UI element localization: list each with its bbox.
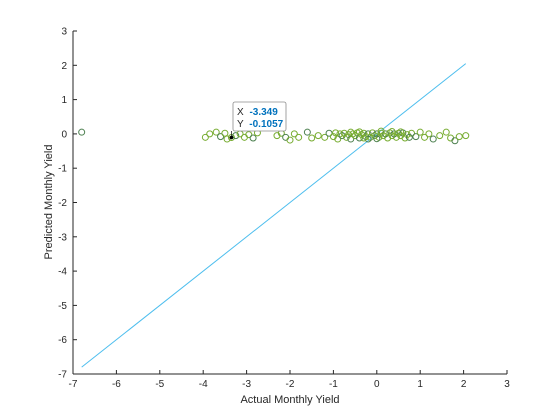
- x-tick-label: -5: [155, 379, 164, 390]
- x-tick-label: -6: [112, 379, 121, 390]
- reference-line-layer: [81, 63, 467, 368]
- x-tick-label: 2: [461, 379, 467, 390]
- datatip-box: [232, 101, 287, 132]
- scatter-point[interactable]: [336, 130, 344, 138]
- reference-line: [81, 63, 467, 368]
- x-axis-title: Actual Monthly Yield: [240, 394, 339, 406]
- x-tick-label: 0: [374, 379, 380, 390]
- datatip[interactable]: X -3.349 Y -0.1057: [229, 101, 287, 140]
- scatter-point[interactable]: [366, 133, 374, 141]
- scatter-point[interactable]: [321, 133, 329, 141]
- scatter-point[interactable]: [221, 129, 229, 137]
- scatter-point[interactable]: [360, 129, 368, 137]
- scatter-point[interactable]: [223, 135, 231, 143]
- scatter-point[interactable]: [392, 133, 400, 141]
- scatter-point[interactable]: [345, 131, 353, 139]
- scatter-point[interactable]: [340, 129, 348, 137]
- scatter-point[interactable]: [325, 129, 333, 137]
- scatter-point[interactable]: [397, 128, 405, 136]
- scatter-point[interactable]: [412, 133, 420, 141]
- scatter-point[interactable]: [451, 137, 459, 145]
- scatter-point[interactable]: [308, 134, 316, 142]
- scatter-point[interactable]: [78, 128, 86, 136]
- y-tick-label: -3: [58, 232, 67, 243]
- datatip-y-value: -0.1057: [249, 119, 283, 130]
- scatter-point[interactable]: [245, 131, 253, 139]
- scatter-point[interactable]: [405, 133, 413, 141]
- datatip-y-label: Y: [237, 119, 244, 130]
- scatter-point[interactable]: [425, 130, 433, 138]
- scatter-point[interactable]: [388, 127, 396, 135]
- scatter-point[interactable]: [429, 135, 437, 143]
- scatter-point[interactable]: [295, 133, 303, 141]
- scatter-point[interactable]: [249, 134, 257, 142]
- x-tick-label: -4: [199, 379, 208, 390]
- scatter-point[interactable]: [282, 133, 290, 141]
- scatter-point[interactable]: [377, 127, 385, 135]
- scatter-point[interactable]: [447, 134, 455, 142]
- scatter-point[interactable]: [462, 132, 470, 140]
- datatip-marker: [229, 135, 234, 140]
- scatter-point[interactable]: [455, 133, 463, 141]
- x-tick-label: -2: [286, 379, 295, 390]
- y-tick-label: 2: [61, 61, 67, 72]
- scatter-point[interactable]: [388, 132, 396, 140]
- y-axis-title: Predicted Monthly Yield: [43, 145, 55, 260]
- scatter-point[interactable]: [355, 128, 363, 136]
- scatter-point[interactable]: [240, 133, 248, 141]
- x-tick-label: 3: [504, 379, 510, 390]
- scatter-point[interactable]: [232, 132, 240, 140]
- datatip-x-label: X: [237, 107, 244, 118]
- x-tick-label: 1: [417, 379, 423, 390]
- datatip-y-row: Y -0.1057: [237, 119, 284, 130]
- x-tick-label: -3: [242, 379, 251, 390]
- scatter-point[interactable]: [416, 128, 424, 136]
- scatter-point[interactable]: [338, 132, 346, 140]
- y-tick-label: 1: [61, 95, 67, 106]
- y-tick-label: -5: [58, 301, 67, 312]
- scatter-point[interactable]: [377, 129, 385, 137]
- scatter-point[interactable]: [314, 132, 322, 140]
- y-tick-label: -6: [58, 335, 67, 346]
- scatter-point[interactable]: [364, 135, 372, 143]
- y-ticks: -7 -6 -5 -4 -3 -2 -1 0 1 2 3: [58, 27, 77, 381]
- scatter-point[interactable]: [206, 130, 214, 138]
- scatter-point[interactable]: [421, 133, 429, 141]
- scatter-point[interactable]: [436, 132, 444, 140]
- scatter-point[interactable]: [442, 128, 450, 136]
- y-tick-label: 3: [61, 27, 67, 38]
- y-tick-label: -4: [58, 267, 67, 278]
- scatter-point[interactable]: [303, 128, 311, 136]
- scatter-point[interactable]: [347, 128, 355, 136]
- x-tick-label: -1: [329, 379, 338, 390]
- y-tick-label: -7: [58, 370, 67, 381]
- x-ticks: -7 -6 -5 -4 -3 -2 -1 0 1 2 3: [69, 370, 510, 390]
- y-tick-label: 0: [61, 129, 67, 140]
- scatter-point[interactable]: [286, 136, 294, 144]
- datatip-x-value: -3.349: [249, 107, 278, 118]
- scatter-point[interactable]: [373, 135, 381, 143]
- y-tick-label: -2: [58, 198, 67, 209]
- scatter-point[interactable]: [360, 134, 368, 142]
- datatip-x-row: X -3.349: [237, 107, 278, 118]
- axes: -7 -6 -5 -4 -3 -2 -1 0 1 2 3 -7 -6 -5 -4 -3 -2 -1 0 1 2 3: [58, 27, 510, 391]
- scatter-point[interactable]: [212, 128, 220, 136]
- scatter-point[interactable]: [201, 133, 209, 141]
- y-tick-label: -1: [58, 164, 67, 175]
- scatter-point[interactable]: [364, 130, 372, 138]
- scatter-point[interactable]: [401, 134, 409, 142]
- scatter-point[interactable]: [217, 133, 225, 141]
- scatter-point[interactable]: [290, 130, 298, 138]
- scatter-point[interactable]: [408, 129, 416, 137]
- scatter-point[interactable]: [390, 130, 398, 138]
- x-tick-label: -7: [69, 379, 78, 390]
- scatter-point[interactable]: [349, 130, 357, 138]
- scatter-point[interactable]: [332, 129, 340, 137]
